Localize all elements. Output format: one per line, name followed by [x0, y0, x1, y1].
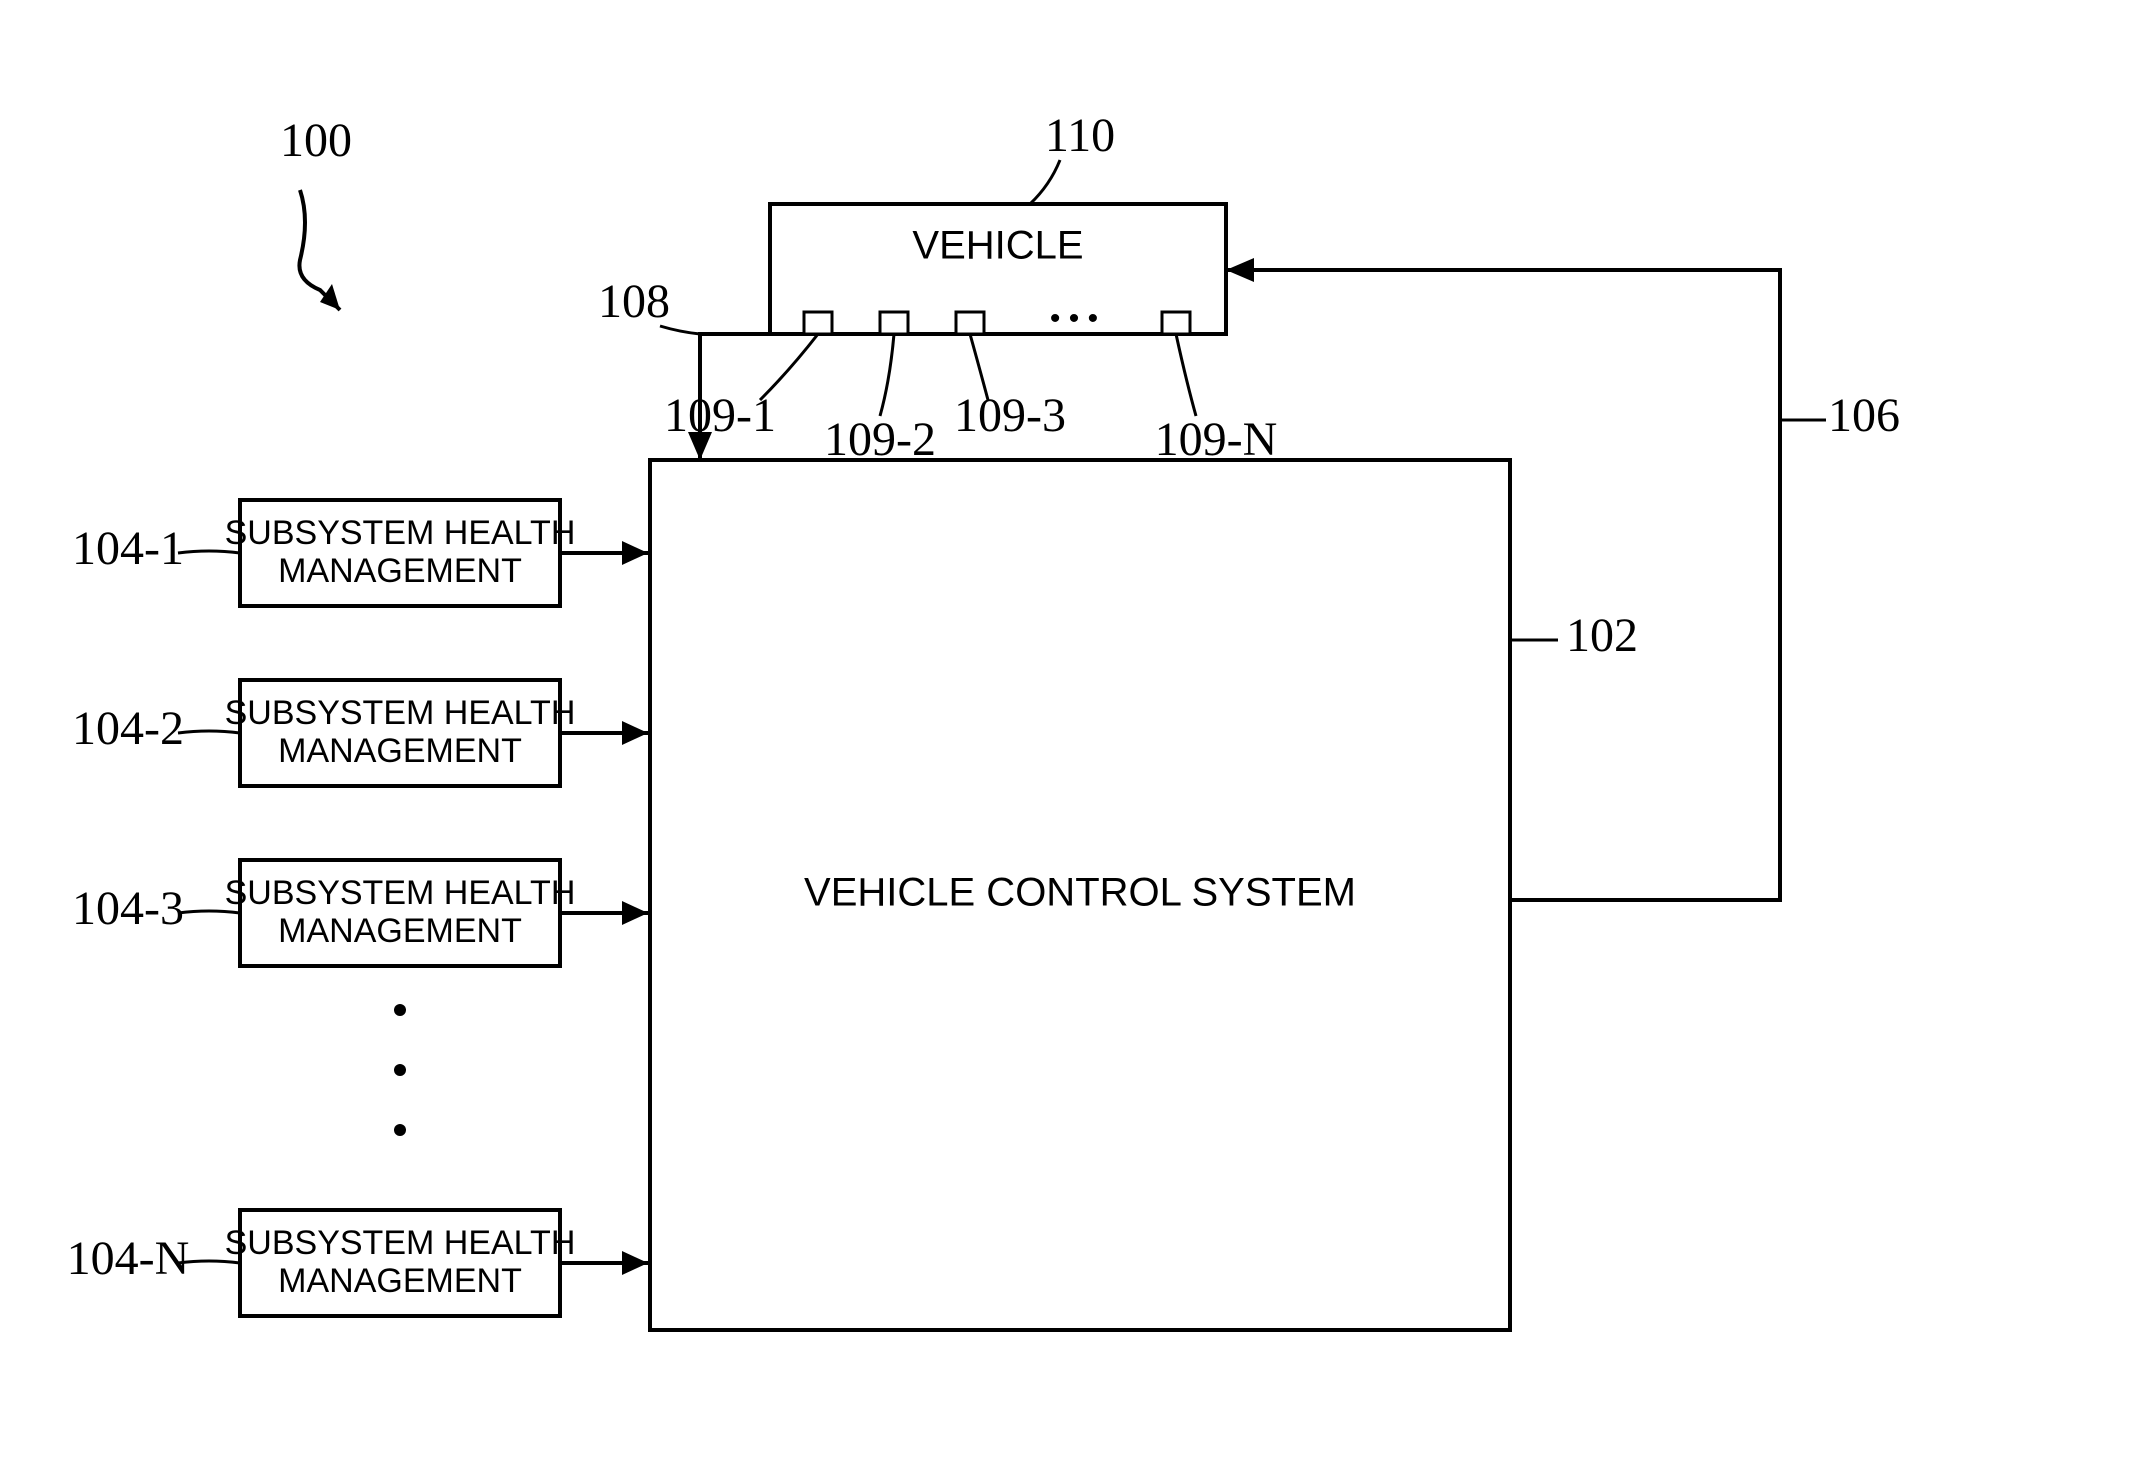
ref-108: 108	[598, 275, 670, 328]
arrowhead	[622, 541, 648, 565]
subsystem-label1-4: SUBSYSTEM HEALTH	[225, 1224, 576, 1262]
arrowhead	[622, 721, 648, 745]
ref-109-3: 109-3	[954, 389, 1066, 442]
ref-109-1: 109-1	[664, 389, 776, 442]
subsystem-label1-2: SUBSYSTEM HEALTH	[225, 694, 576, 732]
ref-104-lead-1	[178, 551, 240, 553]
ref-110: 110	[1045, 109, 1115, 162]
ref-110-lead	[1030, 160, 1060, 204]
diagram: 100 VEHICLE CONTROL SYSTEM 102 VEHICLE 110 10…	[0, 0, 2140, 1466]
subsystem-label1-1: SUBSYSTEM HEALTH	[225, 514, 576, 552]
vehicle-port-2	[880, 312, 908, 334]
arrowhead	[688, 432, 712, 460]
ref-109-4: 109-N	[1155, 413, 1278, 466]
subsystem-label2-2: MANAGEMENT	[278, 732, 522, 770]
vehicle-port-1	[804, 312, 832, 334]
ref-104-4: 104-N	[67, 1232, 190, 1285]
arrowhead	[320, 284, 340, 310]
vehicle-label: VEHICLE	[912, 224, 1083, 268]
vehicle-port-3	[956, 312, 984, 334]
ref-104-3: 104-3	[72, 882, 184, 935]
ref-100: 100	[280, 114, 352, 167]
ref-104-lead-3	[178, 911, 240, 913]
subsystem-label1-3: SUBSYSTEM HEALTH	[225, 874, 576, 912]
ref-109-lead-4	[1176, 334, 1196, 416]
arrowhead	[622, 901, 648, 925]
vehicle-ports-ellipsis: • • •	[1050, 302, 1098, 335]
subsystem-label2-3: MANAGEMENT	[278, 912, 522, 950]
subsystem-ellipsis-dot-3	[394, 1124, 406, 1136]
arrowhead	[1226, 258, 1254, 282]
ref-106: 106	[1828, 389, 1900, 442]
ref-109-2: 109-2	[824, 413, 936, 466]
subsystem-ellipsis-dot-2	[394, 1064, 406, 1076]
subsystem-label2-1: MANAGEMENT	[278, 552, 522, 590]
subsystem-ellipsis-dot-1	[394, 1004, 406, 1016]
vehicle-control-system-label: VEHICLE CONTROL SYSTEM	[804, 871, 1356, 915]
vehicle-port-4	[1162, 312, 1190, 334]
ref-104-1: 104-1	[72, 522, 184, 575]
ref-109-lead-2	[880, 334, 894, 416]
ref-102: 102	[1566, 609, 1638, 662]
arrowhead	[622, 1251, 648, 1275]
ref-104-2: 104-2	[72, 702, 184, 755]
ref-104-lead-2	[178, 731, 240, 733]
subsystem-label2-4: MANAGEMENT	[278, 1262, 522, 1300]
